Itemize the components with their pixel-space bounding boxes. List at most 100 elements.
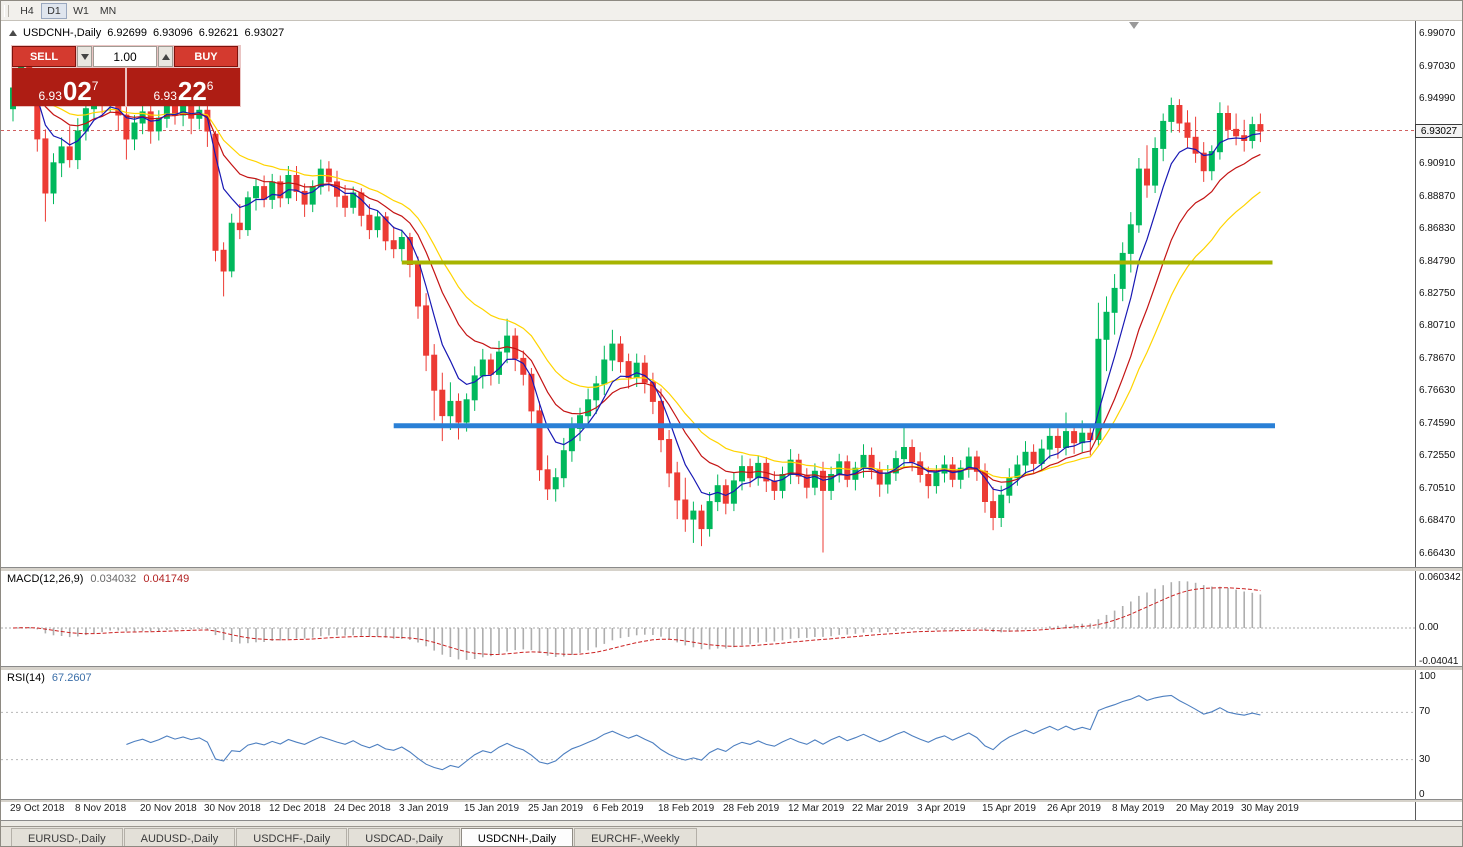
- date-axis-label: 3 Jan 2019: [399, 803, 449, 814]
- one-click-trading-panel: SELL BUY 6.93 02 7 6.93 22 6: [11, 45, 241, 107]
- price-tick-label: 6.82750: [1419, 288, 1456, 299]
- bid-big-digits: 02: [62, 76, 92, 106]
- date-axis-label: 20 May 2019: [1176, 803, 1234, 814]
- price-tick-label: 6.74590: [1419, 418, 1456, 429]
- tab-eurusd-daily[interactable]: EURUSD-,Daily: [11, 828, 123, 846]
- triangle-up-icon: [162, 54, 170, 60]
- timeframe-d1-button[interactable]: D1: [41, 2, 67, 19]
- one-click-toggle-icon[interactable]: [9, 30, 17, 36]
- tab-usdchf-daily[interactable]: USDCHF-,Daily: [236, 828, 348, 846]
- pane-separator[interactable]: [1, 799, 1462, 802]
- pane-separator[interactable]: [1, 666, 1462, 670]
- rsi-axis-label: 30: [1419, 754, 1431, 765]
- ask-big-digits: 22: [177, 76, 207, 106]
- ask-prefix: 6.93: [153, 89, 177, 103]
- rsi-axis-label: 0: [1419, 789, 1425, 800]
- price-tick-label: 6.70510: [1419, 483, 1456, 494]
- date-axis-label: 25 Jan 2019: [528, 803, 584, 814]
- date-axis-label: 30 May 2019: [1241, 803, 1299, 814]
- price-tick-label: 6.76630: [1419, 385, 1456, 396]
- volume-decrease-button[interactable]: [77, 46, 92, 67]
- price-tick-label: 6.84790: [1419, 256, 1456, 267]
- chart-shift-marker-icon: [1129, 22, 1139, 29]
- date-axis-label: 12 Dec 2018: [269, 803, 326, 814]
- pane-separator[interactable]: [1, 567, 1462, 571]
- macd-indicator-chart[interactable]: [1, 570, 1415, 666]
- tab-usdcnh-daily[interactable]: USDCNH-,Daily: [460, 828, 574, 846]
- date-axis-label: 28 Feb 2019: [723, 803, 780, 814]
- ohlc-high: 6.93096: [153, 27, 193, 39]
- date-axis-label: 15 Jan 2019: [464, 803, 520, 814]
- chart-title-bar: USDCNH-,Daily 6.92699 6.93096 6.92621 6.…: [9, 27, 284, 39]
- ma-mid: [12, 83, 1261, 483]
- tab-usdcad-daily[interactable]: USDCAD-,Daily: [348, 828, 460, 846]
- bid-pip-digit: 7: [91, 79, 99, 93]
- price-tick-label: 6.78670: [1419, 353, 1456, 364]
- price-axis[interactable]: [1415, 20, 1462, 820]
- volume-input[interactable]: [93, 46, 157, 67]
- macd-histogram: [20, 581, 1262, 660]
- price-tick-label: 6.99070: [1419, 28, 1456, 39]
- date-axis-label: 18 Feb 2019: [658, 803, 715, 814]
- rsi-axis-label: 100: [1419, 671, 1436, 682]
- date-axis-label: 22 Mar 2019: [852, 803, 909, 814]
- ohlc-close: 6.93027: [244, 27, 285, 39]
- ohlc-open: 6.92699: [107, 27, 147, 39]
- rsi-axis-label: 70: [1419, 706, 1431, 717]
- tab-audusd-daily[interactable]: AUDUSD-,Daily: [123, 828, 236, 846]
- buy-price-display[interactable]: 6.93 22 6: [127, 68, 240, 106]
- sell-price-display[interactable]: 6.93 02 7: [12, 68, 125, 106]
- macd-axis-label: -0.04041: [1419, 656, 1459, 667]
- price-tick-label: 6.94990: [1419, 93, 1456, 104]
- date-axis-label: 30 Nov 2018: [204, 803, 261, 814]
- rsi-header: RSI(14) 67.2607: [7, 672, 92, 684]
- price-tick-label: 6.68470: [1419, 515, 1456, 526]
- ohlc-low: 6.92621: [198, 27, 239, 39]
- bu y-button[interactable]: BUY: [174, 46, 238, 67]
- date-axis-label: 3 Apr 2019: [917, 803, 966, 814]
- macd-axis-label: 0.00: [1419, 622, 1439, 633]
- price-tick-label: 6.88870: [1419, 191, 1456, 202]
- price-tick-label: 6.66430: [1419, 548, 1456, 559]
- macd-axis-label: 0.060342: [1419, 572, 1461, 583]
- date-axis-label: 15 Apr 2019: [982, 803, 1036, 814]
- macd-signal-value: 0.041749: [143, 573, 190, 585]
- rsi-label: RSI(14): [7, 672, 45, 684]
- date-axis-label: 24 Dec 2018: [334, 803, 391, 814]
- rsi-value: 67.2607: [51, 672, 92, 684]
- toolbar-separator: [4, 4, 9, 17]
- tab-gap: [1, 821, 1462, 826]
- current-price-badge: 6.93027: [1415, 124, 1462, 138]
- timeframe-mn-button[interactable]: MN: [95, 3, 121, 19]
- axis-bottom-line: [1, 820, 1462, 821]
- price-tick-label: 6.86830: [1419, 223, 1456, 234]
- main-candlestick-chart[interactable]: [1, 20, 1415, 567]
- macd-signal-line: [12, 587, 1261, 656]
- candles: [10, 51, 1264, 553]
- ask-pip-digit: 6: [206, 79, 214, 93]
- tab-eurchf-weekly[interactable]: EURCHF-,Weekly: [574, 828, 697, 846]
- date-axis-label: 12 Mar 2019: [788, 803, 845, 814]
- date-axis-label: 6 Feb 2019: [593, 803, 644, 814]
- timeframe-w1-button[interactable]: W1: [68, 3, 94, 19]
- sell-button[interactable]: SELL: [12, 46, 76, 67]
- chart-tab-bar: EURUSD-,Daily AUDUSD-,Daily USDCHF-,Dail…: [1, 826, 1462, 846]
- ma-fast: [12, 80, 1261, 497]
- rsi-indicator-chart[interactable]: [1, 669, 1415, 799]
- date-axis-label: 20 Nov 2018: [140, 803, 197, 814]
- price-tick-label: 6.90910: [1419, 158, 1456, 169]
- rsi-line: [126, 694, 1261, 771]
- ma-lines: [12, 80, 1261, 497]
- date-axis-label: 29 Oct 2018: [10, 803, 65, 814]
- macd-main-value: 0.034032: [90, 573, 137, 585]
- price-tick-label: 6.80710: [1419, 320, 1456, 331]
- triangle-down-icon: [81, 54, 89, 60]
- date-axis-label: 8 May 2019: [1112, 803, 1165, 814]
- date-axis-label: 8 Nov 2018: [75, 803, 127, 814]
- bid-prefix: 6.93: [38, 89, 62, 103]
- timeframe-h4-button[interactable]: H4: [14, 3, 40, 19]
- volume-increase-button[interactable]: [158, 46, 173, 67]
- chart-symbol-period: USDCNH-,Daily: [23, 27, 102, 39]
- date-axis-label: 26 Apr 2019: [1047, 803, 1101, 814]
